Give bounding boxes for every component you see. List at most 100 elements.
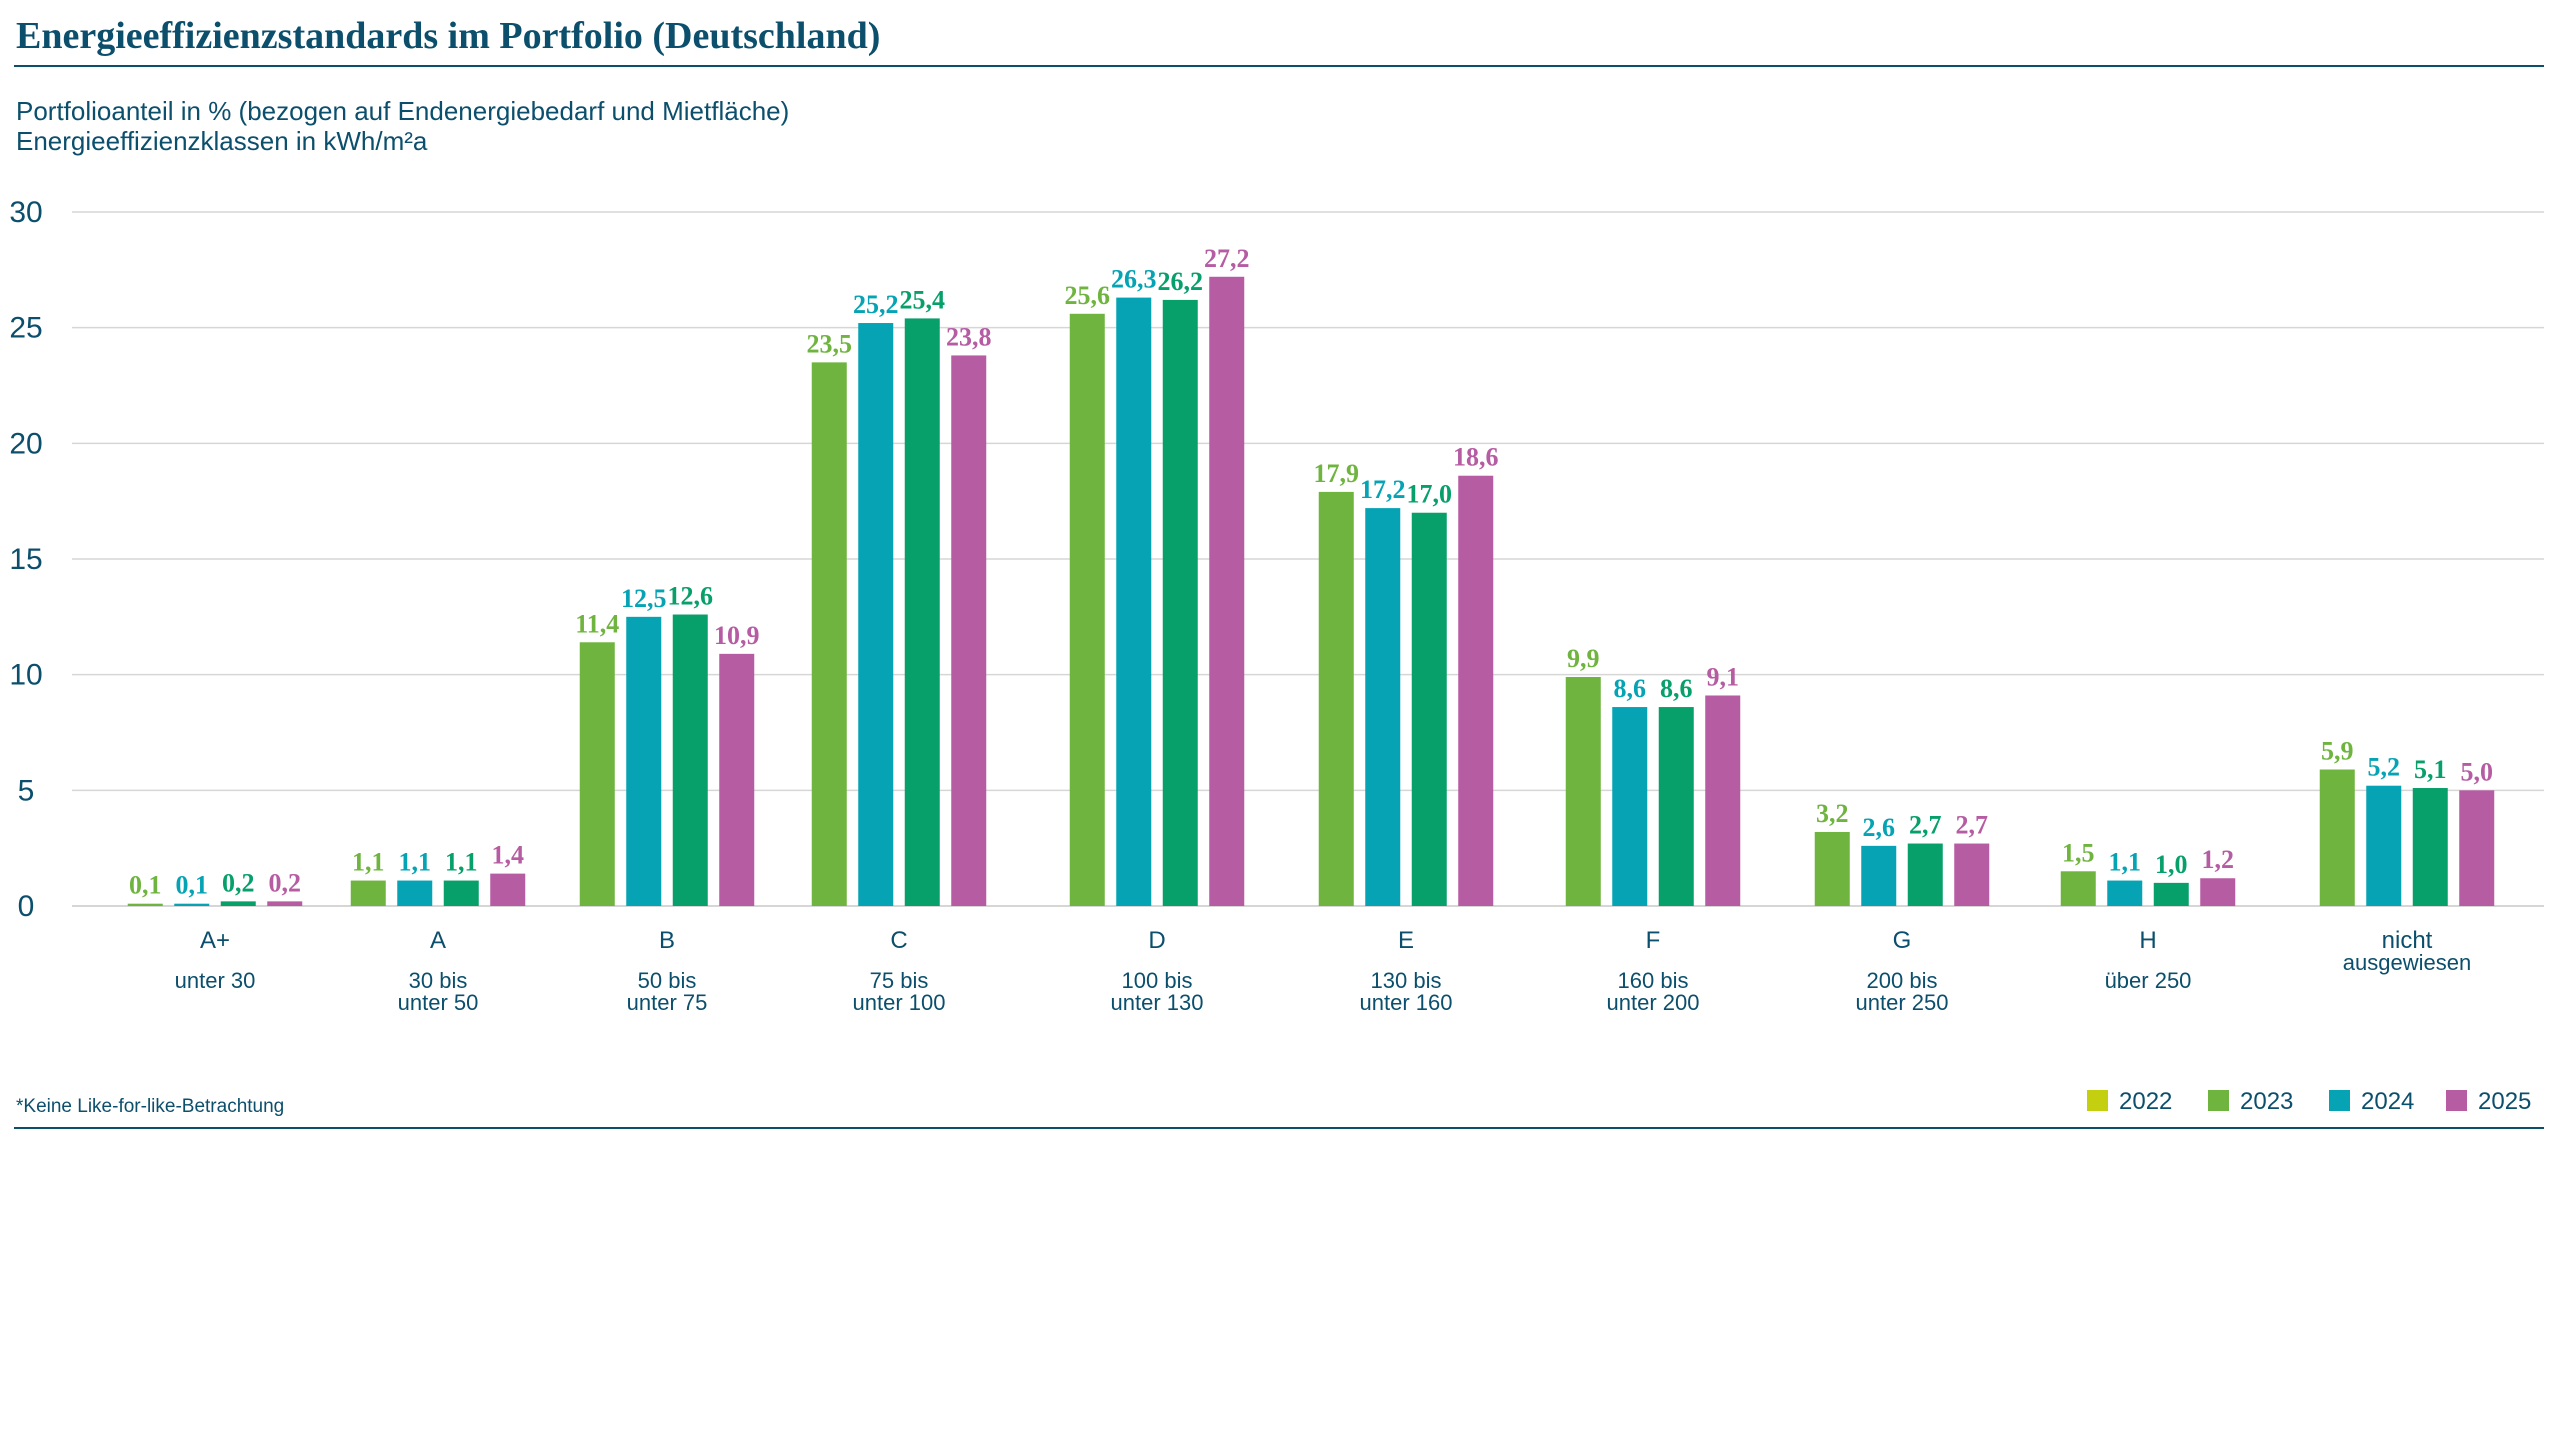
bar bbox=[1162, 299, 1198, 906]
bar bbox=[490, 873, 526, 906]
bar bbox=[350, 880, 386, 906]
data-label: 27,2 bbox=[1204, 244, 1250, 273]
data-label: 0,1 bbox=[176, 871, 209, 900]
x-category-sublabel: unter 200 bbox=[1607, 990, 1700, 1015]
data-label: 26,2 bbox=[1158, 267, 1204, 296]
data-label: 18,6 bbox=[1453, 443, 1499, 472]
x-category-sublabel: 130 bis bbox=[1371, 968, 1442, 993]
legend-label: 2023 bbox=[2240, 1088, 2293, 1115]
data-label: 17,9 bbox=[1314, 459, 1360, 488]
x-category-sublabel: unter 75 bbox=[627, 990, 708, 1015]
gridlines bbox=[72, 211, 2544, 907]
data-label: 17,0 bbox=[1407, 480, 1453, 509]
x-category-sublabel: unter 250 bbox=[1856, 990, 1949, 1015]
bar bbox=[174, 903, 210, 906]
data-label: 9,1 bbox=[1707, 662, 1740, 691]
chart-title: Energieeffizienzstandards im Portfolio (… bbox=[16, 15, 880, 57]
data-label: 12,5 bbox=[621, 584, 667, 613]
bar bbox=[719, 653, 755, 906]
x-category-sublabel: 75 bis bbox=[870, 968, 929, 993]
data-label: 0,2 bbox=[222, 868, 255, 897]
y-tick-label: 30 bbox=[9, 196, 42, 229]
x-category-label: B bbox=[659, 927, 675, 954]
bar bbox=[811, 362, 847, 906]
bar bbox=[858, 323, 894, 906]
bar bbox=[1907, 843, 1943, 906]
data-label: 1,1 bbox=[445, 848, 478, 877]
x-category-label: D bbox=[1148, 927, 1165, 954]
bar bbox=[2459, 790, 2495, 906]
footnote: *Keine Like-for-like-Betrachtung bbox=[16, 1096, 284, 1117]
bar bbox=[1069, 313, 1105, 907]
bar bbox=[626, 616, 662, 906]
bar bbox=[443, 880, 479, 906]
data-label: 23,8 bbox=[946, 322, 992, 351]
data-label: 25,2 bbox=[853, 290, 899, 319]
x-category-sublabel: unter 100 bbox=[853, 990, 946, 1015]
legend-label: 2024 bbox=[2361, 1088, 2414, 1115]
legend-label: 2022 bbox=[2119, 1088, 2172, 1115]
data-label: 1,1 bbox=[2109, 848, 2142, 877]
data-labels: 0,1 1,1 11,4 23,5 25,6 17,9 9,9 3,2 1,5 5,9 0,1 1,1… bbox=[129, 244, 2493, 900]
bars bbox=[127, 276, 2495, 907]
data-label: 23,5 bbox=[807, 329, 853, 358]
data-label: 1,4 bbox=[492, 841, 525, 870]
bar bbox=[1209, 276, 1245, 907]
bar bbox=[1705, 695, 1741, 906]
data-label: 2,7 bbox=[1956, 811, 1989, 840]
legend-swatch bbox=[2446, 1090, 2467, 1111]
data-label: 5,2 bbox=[2368, 753, 2401, 782]
bar bbox=[2319, 769, 2355, 906]
data-label: 2,6 bbox=[1863, 813, 1896, 842]
x-category-sublabel: unter 130 bbox=[1111, 990, 1204, 1015]
data-label: 10,9 bbox=[714, 621, 760, 650]
bar bbox=[2060, 871, 2096, 906]
x-category-label: G bbox=[1893, 927, 1912, 954]
x-category-sublabel: unter 160 bbox=[1360, 990, 1453, 1015]
data-label: 1,1 bbox=[352, 848, 385, 877]
x-category-label: A+ bbox=[200, 927, 230, 954]
x-category-label: A bbox=[430, 927, 446, 954]
y-tick-label: 20 bbox=[9, 427, 42, 460]
x-category-label: F bbox=[1646, 927, 1661, 954]
bar bbox=[951, 355, 987, 907]
data-label: 8,6 bbox=[1660, 674, 1693, 703]
data-label: 8,6 bbox=[1614, 674, 1647, 703]
data-label: 12,6 bbox=[668, 582, 714, 611]
legend-swatch bbox=[2329, 1090, 2350, 1111]
bar bbox=[1411, 512, 1447, 906]
subtitle-line-1: Portfolioanteil in % (bezogen auf Endene… bbox=[16, 96, 789, 126]
bar bbox=[904, 318, 940, 906]
y-tick-label: 10 bbox=[9, 659, 42, 692]
x-category-sublabel: 200 bis bbox=[1867, 968, 1938, 993]
bar bbox=[1612, 707, 1648, 906]
bar bbox=[1954, 843, 1990, 906]
bar bbox=[220, 901, 256, 906]
y-tick-label: 25 bbox=[9, 312, 42, 345]
y-tick-label: 0 bbox=[18, 890, 35, 923]
bar bbox=[2200, 878, 2236, 906]
data-label: 1,1 bbox=[399, 848, 432, 877]
bar bbox=[2107, 880, 2143, 906]
y-tick-label: 15 bbox=[9, 543, 42, 576]
legend: 2022 2023 2024 2025 bbox=[2087, 1088, 2531, 1115]
bar bbox=[1861, 845, 1897, 906]
subtitle-line-2: Energieeffizienzklassen in kWh/m²a bbox=[16, 126, 428, 156]
data-label: 5,0 bbox=[2461, 757, 2494, 786]
x-category-sublabel: 50 bis bbox=[638, 968, 697, 993]
x-category-sublabel: ausgewiesen bbox=[2343, 950, 2471, 975]
bar bbox=[1658, 707, 1694, 906]
data-label: 3,2 bbox=[1816, 799, 1849, 828]
bar bbox=[2412, 788, 2448, 906]
legend-swatch bbox=[2087, 1090, 2108, 1111]
data-label: 1,0 bbox=[2155, 850, 2188, 879]
bar bbox=[1318, 491, 1354, 906]
bar bbox=[2366, 785, 2402, 906]
data-label: 5,9 bbox=[2321, 737, 2354, 766]
bar bbox=[127, 903, 163, 906]
bar bbox=[1814, 831, 1850, 906]
x-category-label: H bbox=[2139, 927, 2156, 954]
data-label: 0,2 bbox=[269, 868, 302, 897]
